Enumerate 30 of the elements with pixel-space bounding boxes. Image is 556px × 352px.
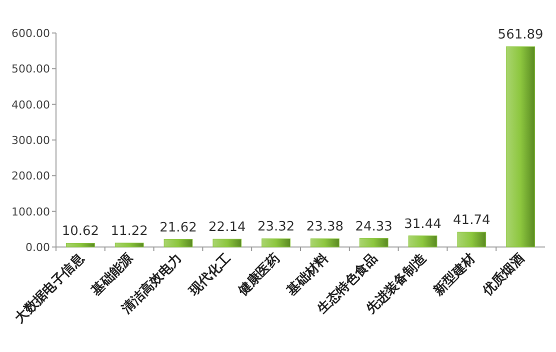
y-tick-label: 600.00 xyxy=(12,27,50,40)
bar xyxy=(262,238,290,248)
x-tick-label: 新型建材 xyxy=(430,250,478,300)
data-label: 561.89 xyxy=(498,28,544,43)
bar xyxy=(408,236,438,248)
data-label: 31.44 xyxy=(404,216,442,232)
x-tick-label: 健康医药 xyxy=(234,250,283,300)
data-label: 23.32 xyxy=(257,220,295,235)
bar xyxy=(212,238,242,248)
data-label: 24.33 xyxy=(355,219,392,234)
data-label: 41.74 xyxy=(453,213,490,228)
x-tick-label: 现代化工 xyxy=(186,251,234,300)
y-tick-label: 100.00 xyxy=(12,205,50,218)
x-tick-label: 优质烟酒 xyxy=(478,250,528,300)
y-tick-label: 500.00 xyxy=(12,62,50,76)
y-tick-label: 400.00 xyxy=(12,98,50,112)
data-label: 22.14 xyxy=(208,220,246,236)
y-tick-label: 300.00 xyxy=(12,134,50,147)
bar xyxy=(66,242,95,248)
bar xyxy=(164,239,193,248)
bar xyxy=(359,238,388,248)
data-label: 23.38 xyxy=(306,220,344,235)
data-label: 21.62 xyxy=(160,220,197,236)
data-label: 10.62 xyxy=(62,224,100,240)
bar xyxy=(457,232,486,248)
data-label: 11.22 xyxy=(110,224,148,239)
bar xyxy=(506,46,535,248)
bar xyxy=(310,238,340,248)
y-tick-label: 200.00 xyxy=(12,170,50,183)
bar xyxy=(114,242,144,248)
